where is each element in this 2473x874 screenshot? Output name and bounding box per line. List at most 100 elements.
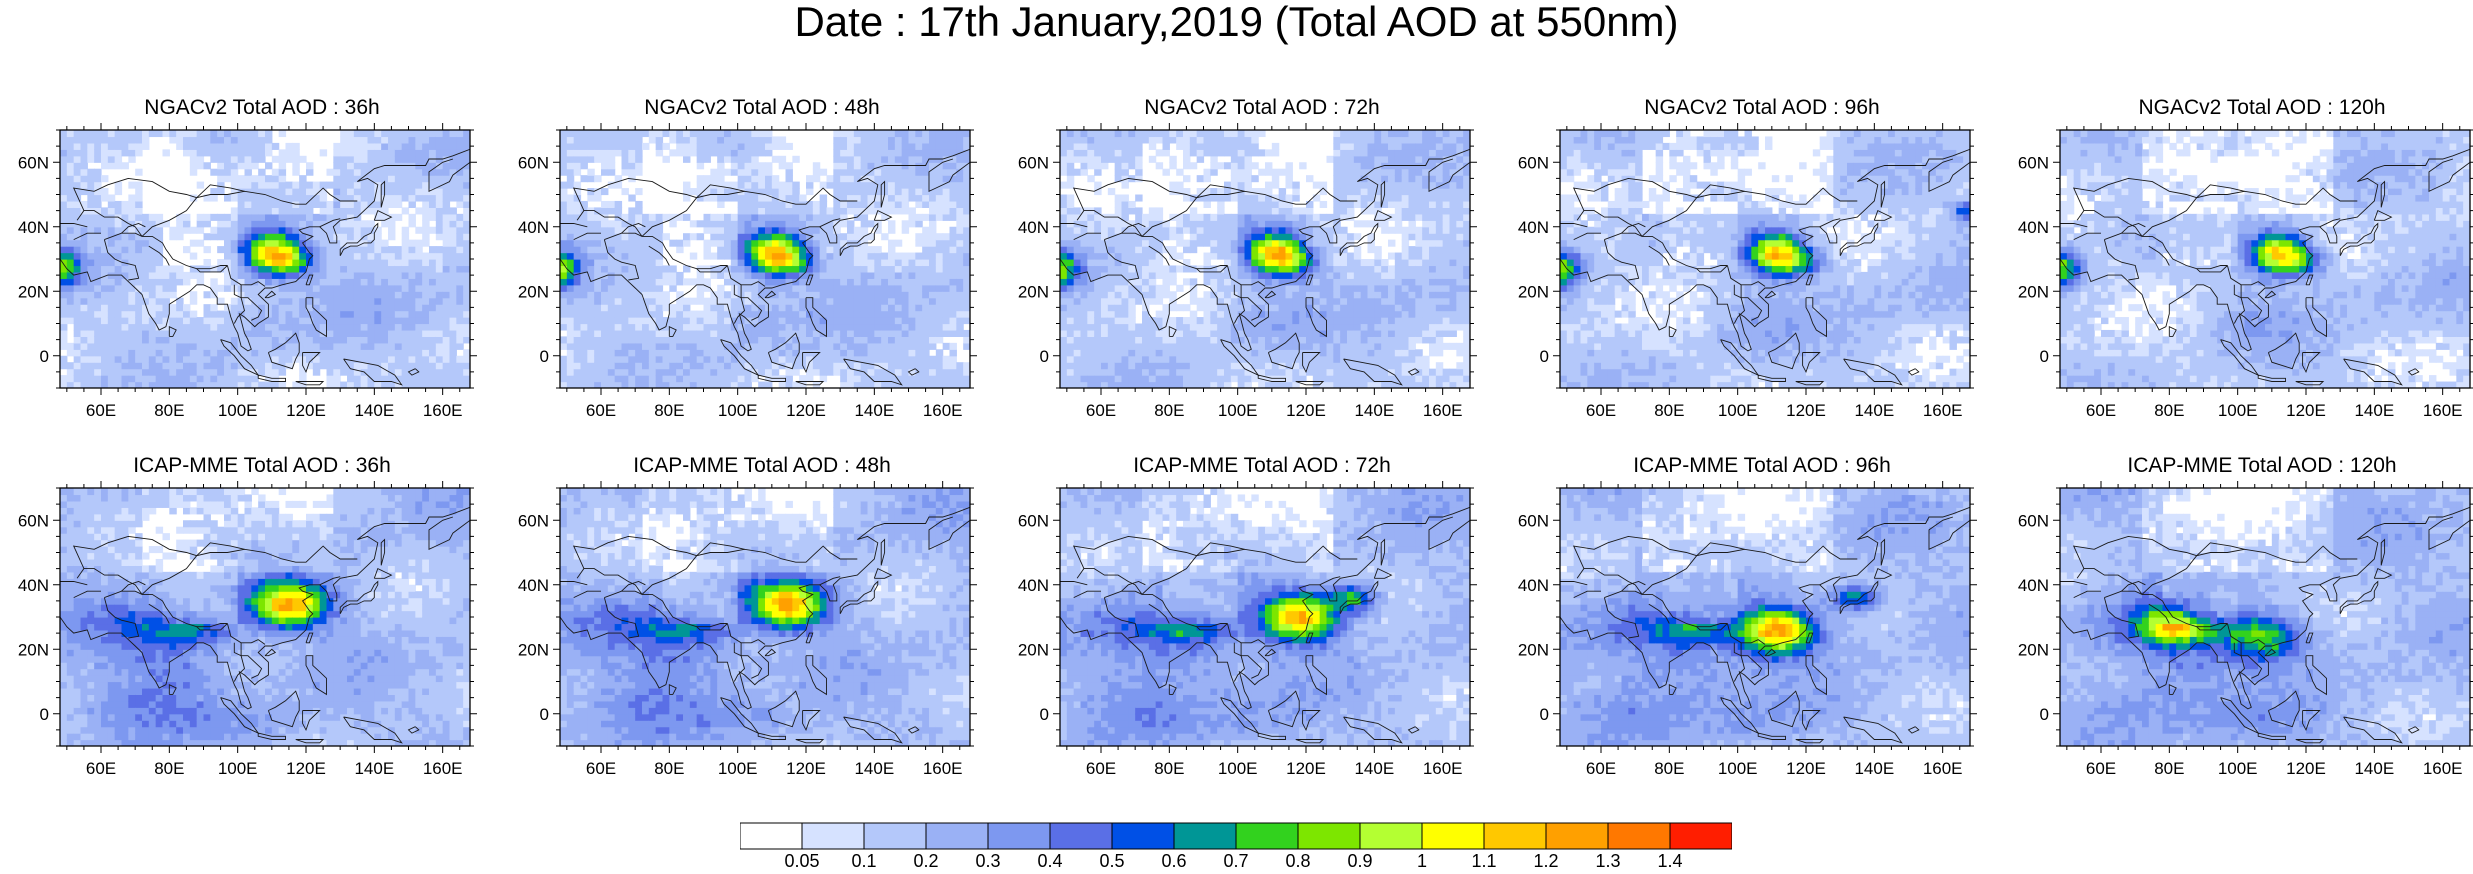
panel-title: ICAP-MME Total AOD : 96h [1552, 454, 1972, 478]
colorbar-swatch [1359, 822, 1423, 850]
aod-map: 60E 80E 100E 120E 140E 160E 60N 40N 20N 0 [18, 481, 477, 778]
colorbar-label: 0.7 [1223, 851, 1248, 872]
colorbar-label: 0.6 [1161, 851, 1186, 872]
lat-tick-label: 40N [1018, 576, 1049, 595]
colorbar: 0.05 0.1 0.2 0.3 0.4 0.5 0.6 0.7 0.8 0.9 1 1.1 1.2 1.… [739, 822, 1733, 872]
colorbar-label: 1.3 [1595, 851, 1620, 872]
lat-tick-label: 40N [1018, 218, 1049, 237]
page-title: Date : 17th January,2019 (Total AOD at 5… [0, 0, 2473, 44]
lon-tick-label: 100E [1718, 759, 1758, 778]
lon-tick-label: 140E [1354, 401, 1394, 420]
lat-tick-label: 20N [2018, 640, 2049, 659]
lat-tick-label: 60N [18, 511, 49, 530]
colorbar-swatch [1173, 822, 1237, 850]
lon-tick-label: 140E [2354, 401, 2394, 420]
aod-map: 60E 80E 100E 120E 140E 160E 60N 40N 20N 0 [18, 123, 477, 420]
map-panel: ICAP-MME Total AOD : 48h 60E 80E 100E 120E 14… [518, 454, 977, 824]
colorbar-swatch [987, 822, 1051, 850]
lon-tick-label: 60E [1086, 759, 1116, 778]
panel-title: ICAP-MME Total AOD : 120h [2052, 454, 2472, 478]
lat-tick-label: 40N [2018, 218, 2049, 237]
lon-tick-label: 120E [786, 401, 826, 420]
aod-field [1060, 130, 1470, 388]
lon-tick-label: 100E [1218, 759, 1258, 778]
lon-tick-label: 140E [1854, 759, 1894, 778]
lon-tick-label: 100E [718, 759, 758, 778]
panel-title: NGACv2 Total AOD : 120h [2052, 96, 2472, 120]
colorbar-label: 0.8 [1285, 851, 1310, 872]
aod-field [560, 130, 970, 388]
map-panel: ICAP-MME Total AOD : 36h 60E 80E 100E 120E 14… [18, 454, 477, 824]
lat-tick-label: 20N [18, 282, 49, 301]
lat-tick-label: 0 [40, 705, 49, 724]
lon-tick-label: 80E [1154, 759, 1184, 778]
lat-tick-label: 0 [40, 347, 49, 366]
lat-tick-label: 40N [18, 576, 49, 595]
lon-tick-label: 160E [923, 401, 963, 420]
lat-tick-label: 20N [518, 282, 549, 301]
colorbar-label: 0.9 [1347, 851, 1372, 872]
colorbar-swatch [1111, 822, 1175, 850]
colorbar-swatches [739, 822, 1733, 850]
lat-tick-label: 60N [518, 153, 549, 172]
lon-tick-label: 160E [1423, 759, 1463, 778]
coastlines [1060, 506, 1470, 746]
lat-tick-label: 40N [518, 218, 549, 237]
lat-tick-label: 20N [1518, 282, 1549, 301]
coastlines [560, 506, 970, 746]
lon-tick-label: 140E [1354, 759, 1394, 778]
lon-tick-label: 140E [354, 401, 394, 420]
colorbar-label: 0.05 [784, 851, 819, 872]
colorbar-label: 0.1 [851, 851, 876, 872]
lon-tick-label: 80E [1654, 759, 1684, 778]
aod-field [1560, 130, 1970, 388]
lon-tick-label: 120E [1786, 401, 1826, 420]
map-panel: ICAP-MME Total AOD : 120h 60E 80E 100E 120E 1… [2018, 454, 2473, 824]
aod-field [1060, 488, 1470, 746]
aod-map: 60E 80E 100E 120E 140E 160E 60N 40N 20N 0 [1018, 123, 1477, 420]
panel-title: ICAP-MME Total AOD : 72h [1052, 454, 1472, 478]
lon-tick-label: 100E [218, 401, 258, 420]
lat-tick-label: 20N [1518, 640, 1549, 659]
panel-title: NGACv2 Total AOD : 72h [1052, 96, 1472, 120]
lon-tick-label: 120E [286, 401, 326, 420]
lon-tick-label: 80E [2154, 401, 2184, 420]
lon-tick-label: 80E [2154, 759, 2184, 778]
colorbar-swatch [925, 822, 989, 850]
lon-tick-label: 80E [154, 759, 184, 778]
lat-tick-label: 0 [1540, 347, 1549, 366]
aod-map: 60E 80E 100E 120E 140E 160E 60N 40N 20N 0 [518, 481, 977, 778]
coastlines [1560, 148, 1970, 388]
coastlines [2060, 148, 2470, 388]
aod-map: 60E 80E 100E 120E 140E 160E 60N 40N 20N 0 [1518, 123, 1977, 420]
lon-tick-label: 80E [154, 401, 184, 420]
aod-field [2060, 488, 2470, 746]
coastlines [1560, 506, 1970, 746]
colorbar-swatch [801, 822, 865, 850]
lat-tick-label: 20N [18, 640, 49, 659]
lat-tick-label: 60N [1518, 153, 1549, 172]
lon-tick-label: 160E [423, 759, 463, 778]
aod-map: 60E 80E 100E 120E 140E 160E 60N 40N 20N 0 [2018, 481, 2473, 778]
lon-tick-label: 160E [1923, 759, 1963, 778]
coastlines [60, 506, 470, 746]
lat-tick-label: 0 [1540, 705, 1549, 724]
lon-tick-label: 60E [2086, 401, 2116, 420]
lon-tick-label: 80E [654, 401, 684, 420]
lat-tick-label: 60N [2018, 153, 2049, 172]
colorbar-swatch [1235, 822, 1299, 850]
aod-field [1560, 488, 1970, 746]
lat-tick-label: 60N [2018, 511, 2049, 530]
colorbar-swatch [1483, 822, 1547, 850]
colorbar-swatch [739, 822, 803, 850]
lon-tick-label: 100E [2218, 401, 2258, 420]
lon-tick-label: 140E [2354, 759, 2394, 778]
colorbar-label: 0.5 [1099, 851, 1124, 872]
colorbar-label: 1.2 [1533, 851, 1558, 872]
lat-tick-label: 60N [18, 153, 49, 172]
aod-map: 60E 80E 100E 120E 140E 160E 60N 40N 20N 0 [518, 123, 977, 420]
lat-tick-label: 0 [540, 347, 549, 366]
lon-tick-label: 140E [854, 759, 894, 778]
lon-tick-label: 120E [2286, 759, 2326, 778]
lon-tick-label: 60E [86, 759, 116, 778]
